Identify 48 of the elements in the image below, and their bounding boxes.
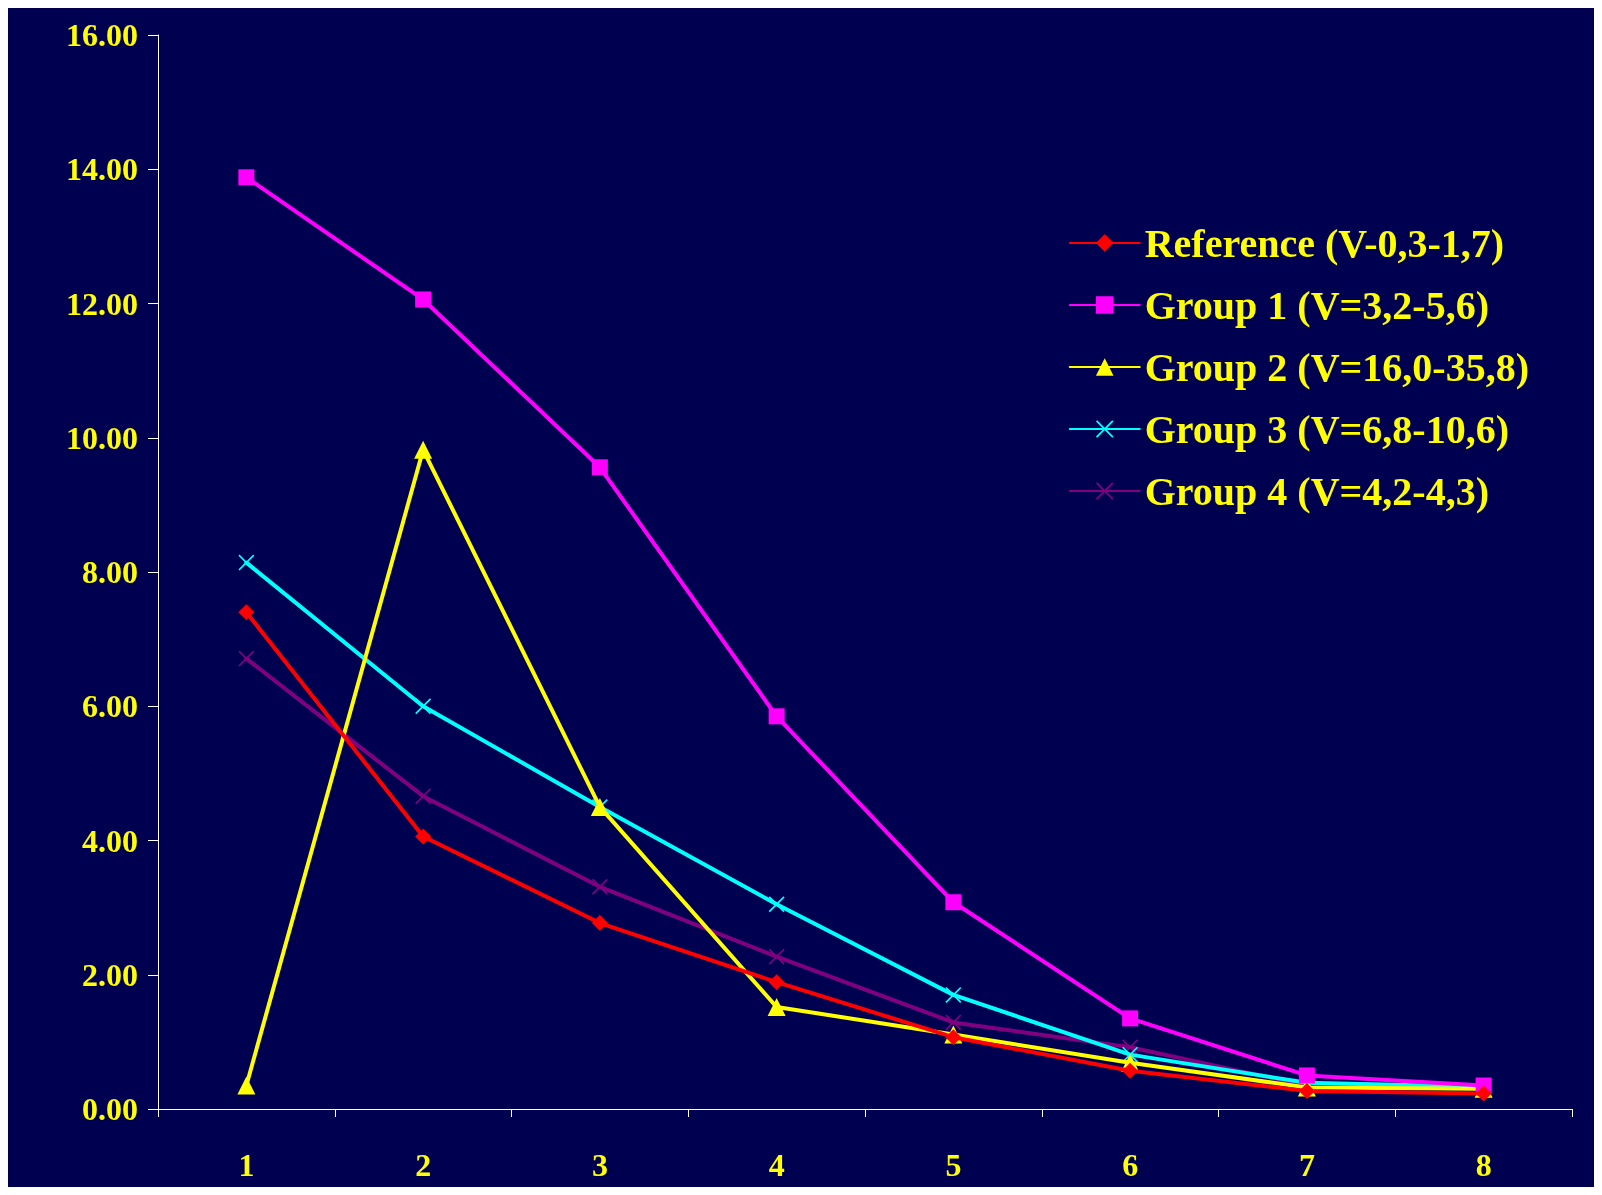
point xyxy=(415,291,432,308)
point xyxy=(1122,1062,1139,1079)
x-tick-label: 5 xyxy=(945,1147,962,1183)
legend-label: Group 3 (V=6,8-10,6) xyxy=(1144,406,1509,452)
point xyxy=(591,459,608,476)
legend-label: Reference (V-0,3-1,7) xyxy=(1144,220,1505,266)
y-tick-label: 0.00 xyxy=(82,1091,138,1127)
point xyxy=(1122,1010,1139,1027)
point xyxy=(591,878,608,895)
x-tick-label: 6 xyxy=(1122,1147,1139,1183)
point xyxy=(238,169,255,186)
point xyxy=(238,650,255,667)
x-tick-label: 7 xyxy=(1298,1147,1315,1183)
y-tick-label: 10.00 xyxy=(66,419,138,456)
point xyxy=(945,1014,962,1031)
point xyxy=(945,894,962,911)
legend-label: Group 4 (V=4,2-4,3) xyxy=(1144,468,1489,514)
point xyxy=(238,604,255,621)
y-tick-label: 16.00 xyxy=(66,17,138,53)
point xyxy=(1298,1082,1315,1099)
point xyxy=(415,788,432,805)
point xyxy=(591,915,608,932)
y-tick-label: 4.00 xyxy=(82,822,138,859)
y-tick-label: 2.00 xyxy=(82,956,138,993)
y-tick-label: 8.00 xyxy=(82,554,138,590)
x-tick-label: 1 xyxy=(238,1147,255,1183)
point xyxy=(237,1076,256,1095)
x-tick-label: 4 xyxy=(768,1147,785,1183)
point xyxy=(768,948,785,965)
x-tick-label: 8 xyxy=(1475,1147,1492,1183)
y-tick-label: 14.00 xyxy=(66,151,138,188)
point xyxy=(768,974,785,991)
point xyxy=(945,1029,962,1046)
x-tick-label: 2 xyxy=(415,1147,432,1183)
y-tick-label: 12.00 xyxy=(66,285,138,322)
point xyxy=(768,896,785,913)
point xyxy=(1475,1085,1492,1102)
point xyxy=(767,997,786,1016)
point xyxy=(1298,1067,1315,1084)
legend-label: Group 1 (V=3,2-5,6) xyxy=(1144,282,1489,328)
point xyxy=(238,554,255,571)
y-tick-label: 6.00 xyxy=(82,688,138,725)
legend-label: Group 2 (V=16,0-35,8) xyxy=(1144,344,1529,390)
point xyxy=(768,708,785,725)
point xyxy=(415,828,432,845)
x-tick-label: 3 xyxy=(591,1147,608,1183)
point xyxy=(415,698,432,715)
point xyxy=(414,440,433,459)
